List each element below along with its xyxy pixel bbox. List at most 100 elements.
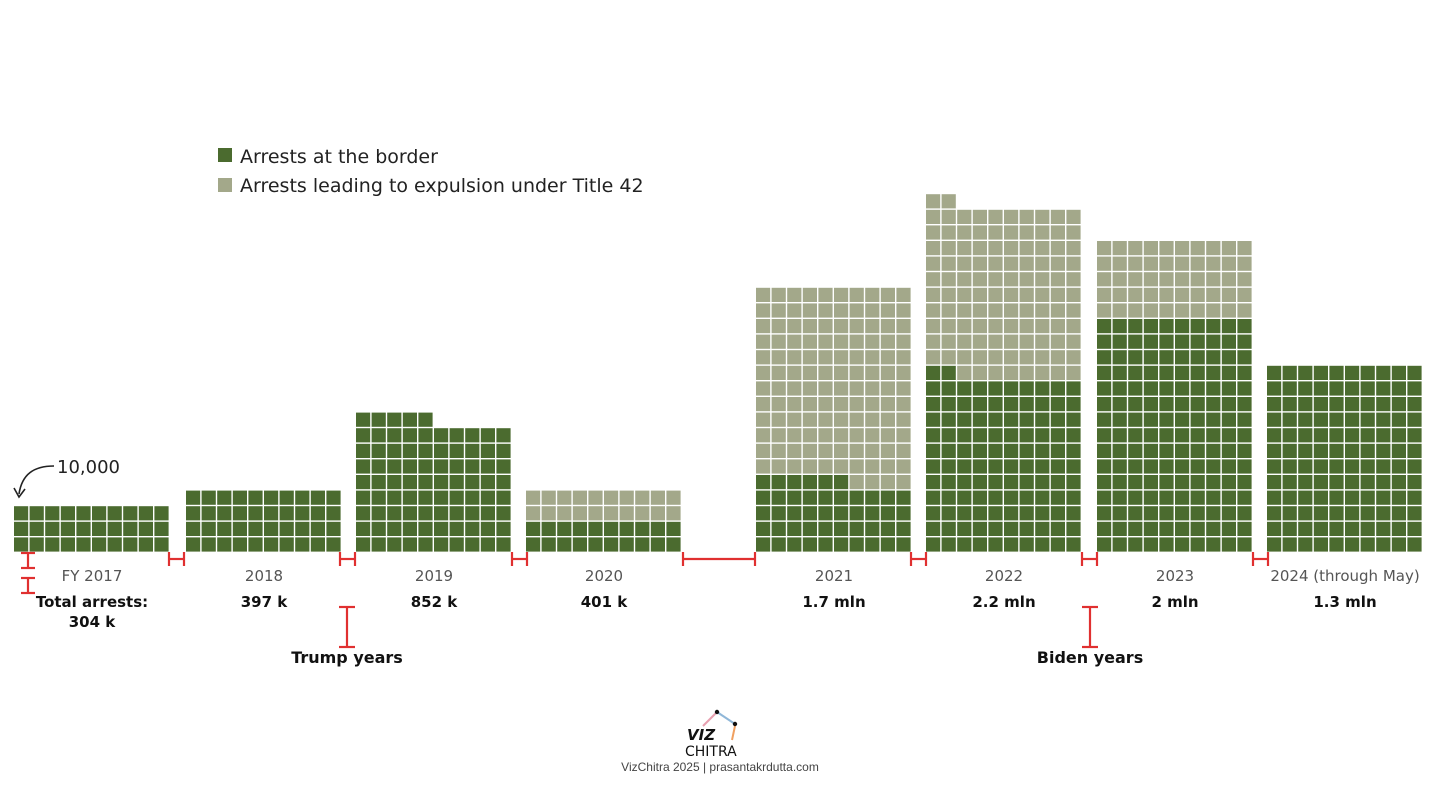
- title42-cell: [896, 412, 911, 427]
- total-label: 852 k: [411, 593, 459, 611]
- border-arrest-cell: [1097, 521, 1112, 536]
- border-arrest-cell: [326, 490, 341, 505]
- title42-cell: [926, 194, 941, 209]
- border-arrest-cell: [480, 475, 495, 490]
- title42-cell: [865, 412, 880, 427]
- border-arrest-cell: [818, 521, 833, 536]
- border-arrest-cell: [1143, 521, 1158, 536]
- border-arrest-cell: [926, 397, 941, 412]
- border-arrest-cell: [1221, 506, 1236, 521]
- border-arrest-cell: [1313, 397, 1328, 412]
- border-arrest-cell: [1190, 521, 1205, 536]
- border-arrest-cell: [371, 521, 386, 536]
- border-arrest-cell: [434, 537, 449, 552]
- title42-cell: [880, 428, 895, 443]
- border-arrest-cell: [371, 412, 386, 427]
- border-arrest-cell: [1237, 521, 1252, 536]
- year-label: 2023: [1156, 567, 1194, 585]
- border-arrest-cell: [356, 475, 371, 490]
- border-arrest-cell: [1237, 506, 1252, 521]
- title42-cell: [957, 334, 972, 349]
- title42-cell: [1097, 272, 1112, 287]
- border-arrest-cell: [926, 412, 941, 427]
- title42-cell: [941, 256, 956, 271]
- border-arrest-cell: [1221, 397, 1236, 412]
- border-arrest-cell: [1360, 365, 1375, 380]
- title42-cell: [802, 443, 817, 458]
- border-arrest-cell: [1360, 475, 1375, 490]
- border-arrest-cell: [1190, 506, 1205, 521]
- border-arrest-cell: [14, 537, 29, 552]
- border-arrest-cell: [1282, 365, 1297, 380]
- title42-cell: [957, 319, 972, 334]
- border-arrest-cell: [849, 521, 864, 536]
- border-arrest-cell: [1159, 428, 1174, 443]
- border-arrest-cell: [834, 537, 849, 552]
- border-arrest-cell: [926, 428, 941, 443]
- title42-cell: [802, 428, 817, 443]
- border-arrest-cell: [449, 475, 464, 490]
- border-arrest-cell: [1360, 412, 1375, 427]
- border-arrest-cell: [1190, 350, 1205, 365]
- title42-cell: [1143, 256, 1158, 271]
- border-arrest-cell: [1175, 506, 1190, 521]
- border-arrest-cell: [834, 475, 849, 490]
- border-arrest-cell: [1376, 381, 1391, 396]
- border-arrest-cell: [1206, 412, 1221, 427]
- border-arrest-cell: [465, 490, 480, 505]
- border-arrest-cell: [1190, 334, 1205, 349]
- title42-cell: [849, 443, 864, 458]
- border-arrest-cell: [1143, 334, 1158, 349]
- border-arrest-cell: [449, 428, 464, 443]
- border-arrest-cell: [666, 537, 681, 552]
- border-arrest-cell: [1128, 365, 1143, 380]
- border-arrest-cell: [1391, 475, 1406, 490]
- waffle-group: [526, 490, 681, 552]
- border-arrest-cell: [1282, 506, 1297, 521]
- border-arrest-cell: [1376, 475, 1391, 490]
- title42-cell: [972, 319, 987, 334]
- title42-cell: [1004, 256, 1019, 271]
- border-arrest-cell: [356, 490, 371, 505]
- border-arrest-cell: [526, 537, 541, 552]
- title42-cell: [619, 490, 634, 505]
- border-arrest-cell: [1175, 365, 1190, 380]
- border-arrest-cell: [787, 490, 802, 505]
- title42-cell: [1237, 256, 1252, 271]
- border-arrest-cell: [557, 521, 572, 536]
- border-arrest-cell: [1329, 475, 1344, 490]
- border-arrest-cell: [201, 521, 216, 536]
- border-arrest-cell: [92, 537, 107, 552]
- border-arrest-cell: [279, 506, 294, 521]
- title42-cell: [880, 365, 895, 380]
- border-arrest-cell: [387, 537, 402, 552]
- border-arrest-cell: [1097, 334, 1112, 349]
- border-arrest-cell: [880, 490, 895, 505]
- border-arrest-cell: [60, 537, 75, 552]
- border-arrest-cell: [402, 459, 417, 474]
- title42-cell: [771, 287, 786, 302]
- border-arrest-cell: [1376, 506, 1391, 521]
- border-arrest-cell: [926, 443, 941, 458]
- border-arrest-cell: [1313, 475, 1328, 490]
- border-arrest-cell: [972, 475, 987, 490]
- border-arrest-cell: [1329, 412, 1344, 427]
- border-arrest-cell: [1407, 490, 1422, 505]
- title42-cell: [787, 443, 802, 458]
- border-arrest-cell: [1066, 475, 1081, 490]
- border-arrest-cell: [264, 537, 279, 552]
- border-arrest-cell: [480, 537, 495, 552]
- title42-cell: [1112, 303, 1127, 318]
- border-arrest-cell: [326, 506, 341, 521]
- border-arrest-cell: [756, 521, 771, 536]
- title42-cell: [1112, 256, 1127, 271]
- border-arrest-cell: [465, 459, 480, 474]
- border-arrest-cell: [1112, 350, 1127, 365]
- border-arrest-cell: [1298, 475, 1313, 490]
- title42-cell: [957, 272, 972, 287]
- border-arrest-cell: [926, 490, 941, 505]
- border-arrest-cell: [29, 521, 44, 536]
- title42-cell: [756, 397, 771, 412]
- border-arrest-cell: [418, 459, 433, 474]
- border-arrest-cell: [1112, 490, 1127, 505]
